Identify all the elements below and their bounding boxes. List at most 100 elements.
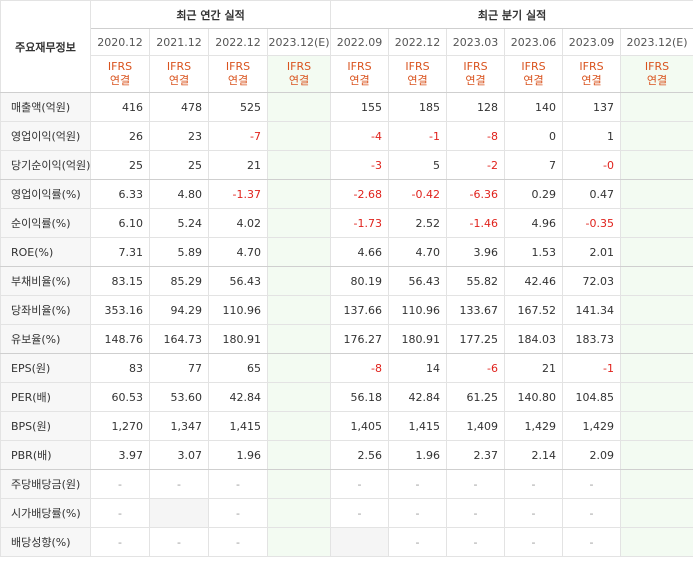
value-cell: 5 [388, 150, 448, 180]
value-cell: -6 [446, 353, 506, 383]
value-cell: 1,347 [149, 411, 209, 441]
value-cell: 1 [562, 121, 622, 151]
value-cell: 185 [388, 92, 448, 122]
value-cell: -1 [562, 353, 622, 383]
estimate-cell [266, 324, 332, 354]
value-cell: - [388, 527, 448, 557]
value-cell: 94.29 [149, 295, 209, 325]
value-cell: 60.53 [90, 382, 150, 412]
value-cell: 21 [208, 150, 268, 180]
basis-standard: IFRS [347, 60, 372, 73]
value-cell: 42.84 [388, 382, 448, 412]
estimate-cell [266, 353, 332, 383]
row-label: 부채비율(%) [0, 266, 91, 296]
quarter-period: 2023.09 [562, 28, 622, 56]
value-cell: 1.96 [388, 440, 448, 470]
estimate-cell [620, 353, 693, 383]
value-cell: 7.31 [90, 237, 150, 267]
value-cell: 4.02 [208, 208, 268, 238]
basis-scope: 연결 [646, 74, 668, 87]
value-cell [330, 527, 390, 557]
value-cell: 25 [90, 150, 150, 180]
value-cell: - [208, 469, 268, 499]
value-cell: 0 [504, 121, 564, 151]
estimate-cell [266, 411, 332, 441]
basis-standard: IFRS [286, 60, 312, 73]
value-cell: -0.35 [562, 208, 622, 238]
estimate-cell [620, 324, 693, 354]
value-cell: 141.34 [562, 295, 622, 325]
value-cell: 3.97 [90, 440, 150, 470]
value-cell: 1,270 [90, 411, 150, 441]
estimate-cell [266, 266, 332, 296]
estimate-cell [266, 237, 332, 267]
row-label: EPS(원) [0, 353, 91, 383]
estimate-cell [620, 150, 693, 180]
value-cell: 180.91 [208, 324, 268, 354]
value-cell: -0.42 [388, 179, 448, 209]
quarter-period: 2022.09 [330, 28, 390, 56]
table-row: PER(배) 60.53 53.60 42.84 56.18 42.84 61.25 140.… [0, 382, 693, 412]
value-cell: 353.16 [90, 295, 150, 325]
value-cell: 0.47 [562, 179, 622, 209]
basis-scope: 연결 [407, 74, 428, 87]
basis-scope: 연결 [109, 74, 131, 87]
quarter-period: 2023.03 [446, 28, 506, 56]
estimate-cell [266, 179, 332, 209]
value-cell: 7 [504, 150, 564, 180]
value-cell: 56.18 [330, 382, 390, 412]
value-cell: 140.80 [504, 382, 564, 412]
value-cell: - [388, 469, 448, 499]
value-cell: - [149, 527, 209, 557]
value-cell: 155 [330, 92, 390, 122]
value-cell: 80.19 [330, 266, 390, 296]
row-label: BPS(원) [0, 411, 91, 441]
value-cell: - [504, 469, 564, 499]
table-row: 주당배당금(원) - - - - - - - - [0, 469, 693, 499]
value-cell: 5.24 [149, 208, 209, 238]
estimate-cell [620, 266, 693, 296]
value-cell: -1.46 [446, 208, 506, 238]
value-cell: 42.46 [504, 266, 564, 296]
basis-standard: IFRS [166, 60, 192, 73]
row-label: 유보율(%) [0, 324, 91, 354]
value-cell: 6.33 [90, 179, 150, 209]
table-row: 매출액(억원) 416 478 525 155 185 128 140 137 [0, 92, 693, 122]
value-cell: - [330, 469, 390, 499]
value-cell: 148.76 [90, 324, 150, 354]
value-cell: -8 [446, 121, 506, 151]
row-label: 시가배당률(%) [0, 498, 91, 528]
value-cell: 2.01 [562, 237, 622, 267]
value-cell: 2.09 [562, 440, 622, 470]
value-cell: 478 [149, 92, 209, 122]
value-cell: - [90, 469, 150, 499]
value-cell: -1.37 [208, 179, 268, 209]
basis-scope: 연결 [168, 74, 190, 87]
estimate-cell [620, 411, 693, 441]
estimate-cell [266, 121, 332, 151]
value-cell: 4.70 [388, 237, 448, 267]
value-cell: 5.89 [149, 237, 209, 267]
annual-period: 2020.12 [90, 28, 150, 56]
estimate-cell [620, 469, 693, 499]
basis-standard: IFRS [107, 60, 133, 73]
value-cell: 184.03 [504, 324, 564, 354]
basis-cell: IFRS 연결 [208, 55, 268, 93]
estimate-cell [620, 527, 693, 557]
value-cell: 83.15 [90, 266, 150, 296]
basis-cell: IFRS 연결 [149, 55, 209, 93]
row-label: 영업이익(억원) [0, 121, 91, 151]
value-cell: -7 [208, 121, 268, 151]
basis-standard: IFRS [463, 60, 488, 73]
estimate-cell [266, 527, 332, 557]
value-cell: 23 [149, 121, 209, 151]
value-cell: 1,415 [208, 411, 268, 441]
value-cell: 1,429 [504, 411, 564, 441]
estimate-cell [266, 92, 332, 122]
value-cell: 164.73 [149, 324, 209, 354]
value-cell: 1,409 [446, 411, 506, 441]
basis-scope: 연결 [227, 74, 249, 87]
row-label: 순이익률(%) [0, 208, 91, 238]
row-label: 배당성향(%) [0, 527, 91, 557]
basis-standard: IFRS [644, 60, 670, 73]
